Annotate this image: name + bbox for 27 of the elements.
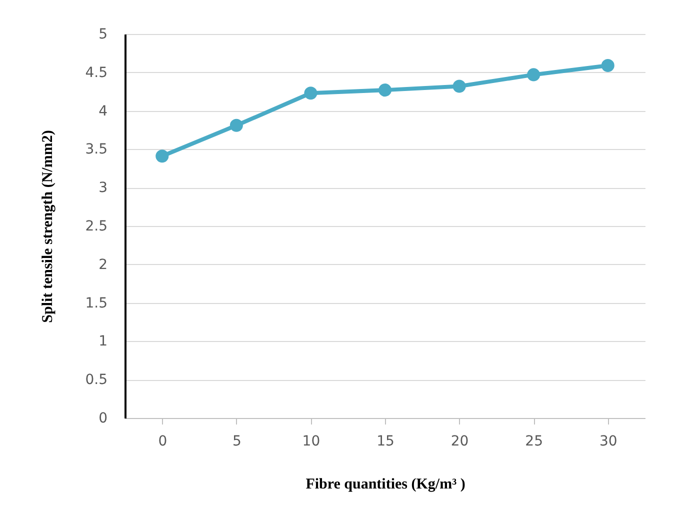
x-tick-label: 20	[450, 434, 469, 450]
point	[601, 58, 614, 72]
y-tick-label: 3	[98, 180, 108, 196]
y-tick-label: 4.5	[85, 64, 108, 81]
x-tick-label: 0	[158, 434, 168, 450]
y-tick-label: 3.5	[85, 142, 108, 158]
x-tick-label: 25	[525, 434, 543, 450]
y-tick-label: 0	[98, 410, 108, 426]
y-tick-label: 4	[98, 103, 108, 120]
y-tick-label: 1	[98, 334, 108, 350]
y-tick-label: 5	[98, 26, 108, 42]
point	[230, 118, 243, 132]
point	[452, 80, 466, 93]
x-tick-label: 30	[599, 434, 618, 450]
point	[527, 68, 540, 82]
x-tick-label: 10	[302, 434, 320, 450]
y-tick-label: 2.5	[85, 218, 108, 234]
y-tick-label: 0.5	[85, 372, 108, 388]
point	[304, 86, 318, 100]
x-tick-label: 15	[376, 434, 394, 450]
y-tick-label: 1.5	[85, 295, 108, 312]
x-tick-label: 5	[232, 434, 242, 450]
point	[156, 150, 169, 163]
y-tick-label: 2	[98, 256, 108, 273]
y-axis-title: Split tensile strength (N/mm2)	[40, 130, 56, 323]
point	[378, 84, 392, 97]
x-axis-title: Fibre quantities (Kg/m³ )	[306, 476, 466, 492]
